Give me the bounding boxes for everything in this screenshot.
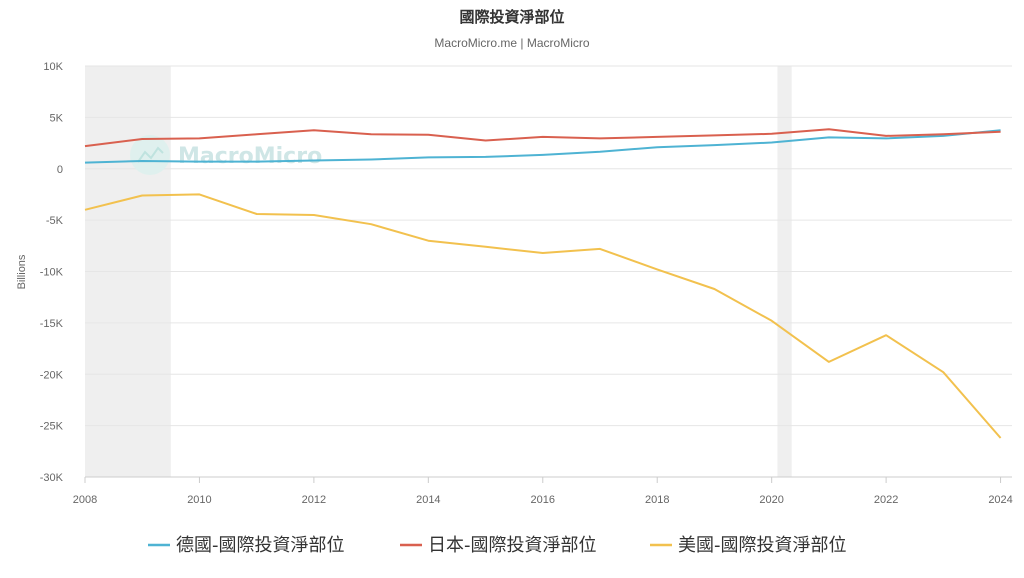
series-line-1 <box>84 128 1001 148</box>
series-lines <box>84 128 1002 439</box>
y-tick-label: -30K <box>40 472 64 484</box>
x-tick-label: 2024 <box>988 494 1012 506</box>
y-tick-label: -15K <box>40 318 64 330</box>
y-tick-label: 0 <box>57 164 63 176</box>
legend-label-0[interactable]: 德國-國際投資淨部位 <box>176 535 345 556</box>
x-tick-label: 2016 <box>531 494 555 506</box>
y-axis-ticks: 10K 5K 0 -5K -10K -15K -20K -25K -30K <box>40 61 64 484</box>
x-tick-label: 2020 <box>759 494 783 506</box>
legend: 德國-國際投資淨部位 日本-國際投資淨部位 美國-國際投資淨部位 <box>148 535 847 556</box>
series-line-0 <box>84 129 1001 164</box>
x-tick-label: 2010 <box>187 494 211 506</box>
x-tick-label: 2014 <box>416 494 440 506</box>
legend-label-2[interactable]: 美國-國際投資淨部位 <box>678 535 847 556</box>
y-tick-label: -5K <box>46 215 64 227</box>
x-tick-label: 2018 <box>645 494 669 506</box>
watermark-chart-icon <box>137 146 164 163</box>
x-tick-label: 2022 <box>874 494 898 506</box>
chart-title: 國際投資淨部位 <box>459 8 564 26</box>
x-tick-label: 2008 <box>73 494 97 506</box>
chart-subtitle: MacroMicro.me | MacroMicro <box>434 36 589 50</box>
y-tick-label: -20K <box>40 369 64 381</box>
watermark-logo-icon <box>130 135 170 175</box>
watermark-text: MacroMicro <box>178 144 322 169</box>
x-axis-ticks: 2008 2010 2012 2014 2016 2018 2020 2022 2024 <box>73 477 1013 506</box>
y-tick-label: 10K <box>43 61 63 73</box>
y-tick-label: 5K <box>50 112 64 124</box>
y-tick-label: -10K <box>40 267 64 279</box>
series-line-2 <box>84 193 1002 439</box>
y-tick-label: -25K <box>40 421 64 433</box>
y-axis-label: Billions <box>16 254 28 289</box>
x-tick-label: 2012 <box>302 494 326 506</box>
legend-label-1[interactable]: 日本-國際投資淨部位 <box>428 535 597 556</box>
grid-lines <box>85 65 1012 478</box>
watermark: MacroMicro <box>130 135 322 175</box>
